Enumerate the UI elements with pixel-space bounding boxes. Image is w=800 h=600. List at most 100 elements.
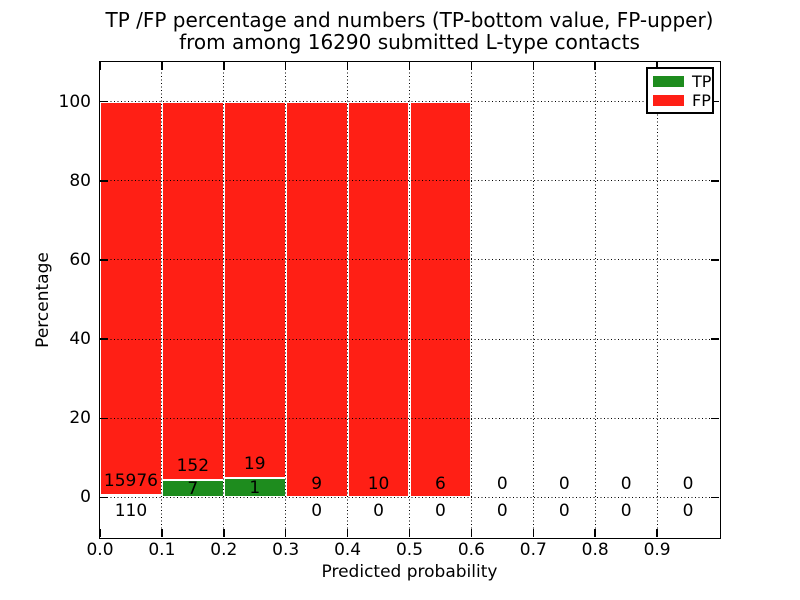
y-tick-right	[711, 338, 719, 340]
fp-count-label: 152	[176, 456, 210, 477]
y-tick-left	[100, 100, 108, 103]
chart-title: TP /FP percentage and numbers (TP-bottom…	[100, 9, 719, 53]
tp-count-label: 0	[620, 501, 632, 522]
x-tick-bottom	[284, 529, 287, 537]
fp-count-label: 0	[620, 473, 632, 494]
y-tick-right	[711, 100, 719, 103]
x-tick-bottom	[470, 529, 473, 537]
gridline-vertical	[161, 62, 163, 537]
gridline-horizontal	[100, 496, 719, 498]
tp-count-label: 0	[496, 501, 508, 522]
gridline-vertical	[532, 62, 534, 537]
x-tick-label: 0.8	[581, 540, 609, 560]
x-tick-label: 0.6	[457, 540, 485, 560]
fp-bar	[223, 101, 286, 478]
fp-bar	[285, 101, 348, 498]
x-tick-top	[594, 62, 596, 70]
y-tick-right	[711, 417, 719, 419]
y-tick-left	[100, 338, 108, 340]
x-tick-label: 0.0	[86, 540, 114, 560]
x-tick-label: 0.5	[395, 540, 424, 560]
x-tick-bottom	[346, 529, 349, 537]
fp-count-label: 19	[243, 453, 266, 474]
y-tick-label: 40	[69, 329, 91, 350]
gridline-vertical	[656, 62, 658, 537]
x-tick-bottom	[408, 529, 411, 537]
gridline-vertical	[347, 62, 349, 537]
y-tick-left	[100, 180, 108, 182]
fp-count-label: 10	[367, 473, 390, 494]
fp-count-label: 0	[496, 473, 508, 494]
x-tick-label: 0.1	[148, 540, 176, 560]
fp-bar	[100, 101, 162, 495]
x-tick-top	[99, 62, 101, 70]
tp-count-label: 110	[114, 501, 148, 522]
tp-count-label: 7	[187, 478, 199, 499]
gridline-vertical	[285, 62, 287, 537]
gridline-vertical	[594, 62, 596, 537]
chart-title-line2: from among 16290 submitted L-type contac…	[179, 30, 640, 54]
y-tick-label: 80	[69, 170, 91, 191]
y-axis-label: Percentage	[33, 252, 53, 348]
x-tick-bottom	[161, 529, 163, 537]
fp-bar	[347, 101, 410, 498]
gridline-vertical	[223, 62, 225, 537]
x-tick-top	[346, 62, 349, 70]
y-tick-right	[711, 496, 719, 499]
tp-count-label: 1	[249, 477, 261, 498]
x-tick-bottom	[99, 529, 101, 537]
fp-count-label: 0	[682, 473, 694, 494]
plot-area: 0.0 0.1 0.2 0.3 0.4 0.5 0.6 0.7 0.8 0.9 0 20 40 60 80 1…	[59, 60, 721, 560]
gridline-vertical	[409, 62, 410, 537]
y-tick-left	[100, 417, 108, 419]
fp-bar	[409, 101, 472, 498]
gridline-horizontal	[100, 101, 719, 103]
legend-entry-tp: TP	[653, 72, 712, 91]
chart-title-line1: TP /FP percentage and numbers (TP-bottom…	[105, 8, 714, 32]
tp-count-label: 0	[311, 501, 323, 522]
x-axis-label: Predicted probability	[321, 562, 498, 582]
x-tick-top	[161, 62, 163, 70]
tp-count-label: 0	[558, 501, 570, 522]
gridline-horizontal	[100, 417, 719, 419]
y-tick-label: 20	[69, 408, 91, 429]
gridline-vertical	[470, 62, 472, 537]
x-tick-label: 0.7	[519, 540, 547, 560]
y-tick-label: 0	[80, 487, 91, 508]
legend-swatch-fp-icon	[653, 95, 684, 106]
fp-bar	[161, 101, 224, 480]
y-tick-right	[711, 259, 719, 261]
x-tick-bottom	[532, 529, 535, 537]
tp-count-label: 0	[373, 501, 384, 522]
gridline-horizontal	[100, 180, 719, 182]
fp-count-label: 9	[311, 473, 323, 494]
x-tick-top	[284, 62, 287, 70]
y-tick-left	[100, 496, 108, 499]
x-tick-label: 0.2	[210, 540, 238, 560]
y-tick-label: 60	[69, 249, 91, 270]
x-tick-top	[532, 62, 535, 70]
x-tick-label: 0.4	[334, 540, 362, 560]
y-tick-left	[100, 259, 108, 261]
x-tick-label: 0.9	[643, 540, 671, 560]
y-tick-right	[711, 180, 719, 182]
x-tick-top	[656, 62, 658, 70]
x-tick-bottom	[594, 529, 596, 537]
legend-swatch-tp-icon	[653, 76, 684, 87]
fp-count-label: 6	[435, 473, 446, 494]
x-tick-label: 0.3	[272, 540, 300, 560]
x-tick-top	[223, 62, 225, 70]
fp-count-label: 0	[558, 473, 570, 494]
legend-label-fp: FP	[692, 91, 711, 110]
tp-count-label: 0	[682, 501, 694, 522]
tp-count-label: 0	[435, 501, 446, 522]
x-tick-bottom	[223, 529, 225, 537]
legend: TP FP	[646, 67, 714, 114]
legend-entry-fp: FP	[653, 91, 712, 110]
legend-label-tp: TP	[692, 72, 712, 91]
fp-count-label: 15976	[103, 470, 158, 491]
y-tick-label: 100	[58, 91, 91, 112]
x-tick-bottom	[656, 529, 658, 537]
gridline-horizontal	[100, 259, 719, 261]
